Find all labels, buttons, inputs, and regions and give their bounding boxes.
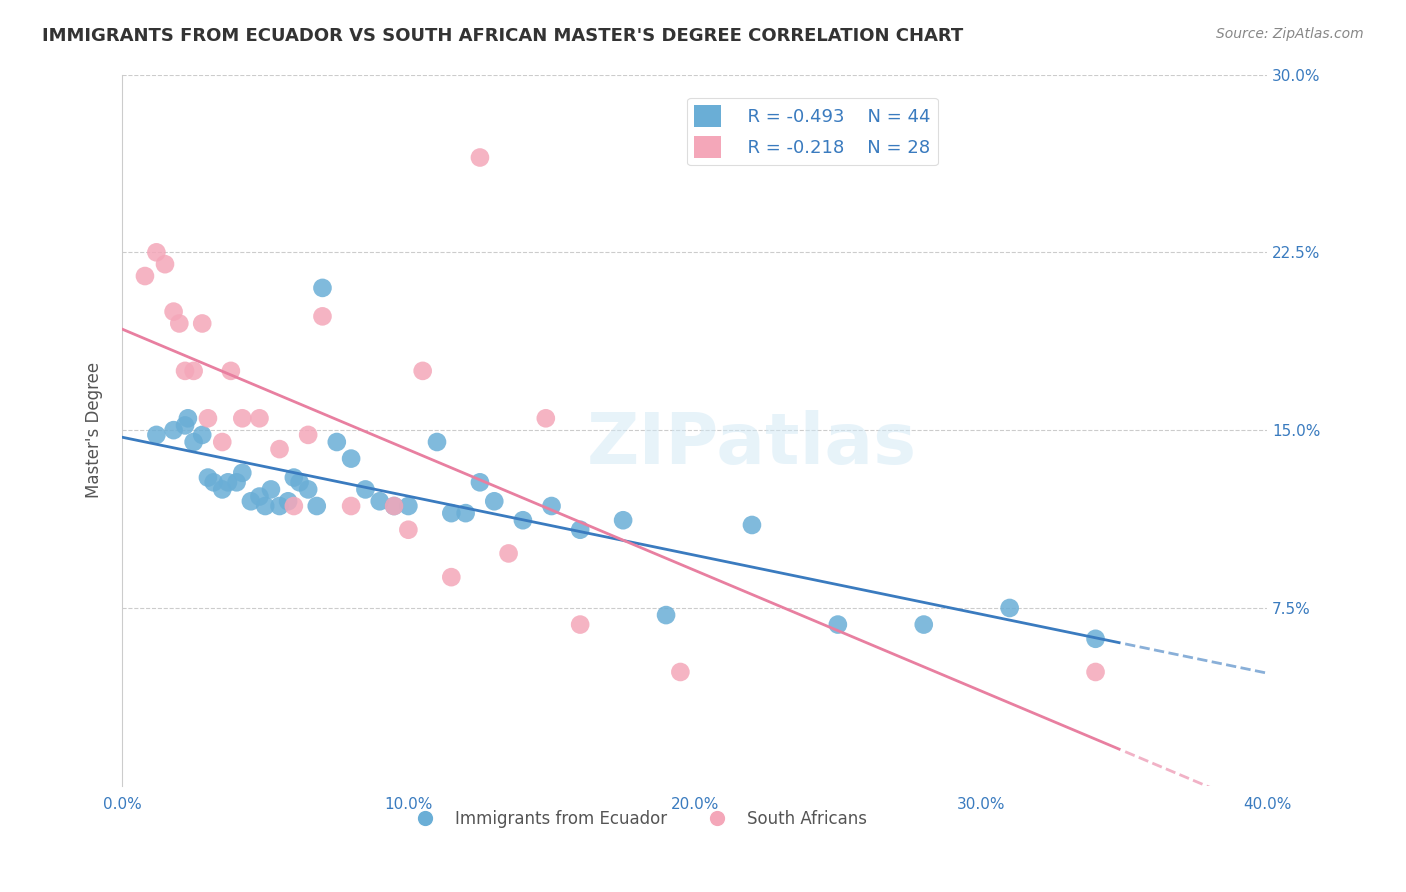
Point: [277, 494, 299, 508]
Point: [283, 499, 305, 513]
Point: [368, 494, 391, 508]
Point: [269, 499, 291, 513]
Point: [998, 601, 1021, 615]
Point: [217, 475, 239, 490]
Legend: Immigrants from Ecuador, South Africans: Immigrants from Ecuador, South Africans: [401, 803, 873, 834]
Point: [912, 617, 935, 632]
Point: [1084, 665, 1107, 679]
Point: [283, 470, 305, 484]
Point: [191, 428, 214, 442]
Point: [340, 451, 363, 466]
Point: [202, 475, 225, 490]
Point: [249, 490, 271, 504]
Point: [225, 475, 247, 490]
Point: [231, 466, 253, 480]
Point: [540, 499, 562, 513]
Text: ZIPatlas: ZIPatlas: [586, 410, 917, 479]
Y-axis label: Master's Degree: Master's Degree: [86, 362, 103, 499]
Point: [569, 523, 592, 537]
Point: [254, 499, 277, 513]
Text: Source: ZipAtlas.com: Source: ZipAtlas.com: [1216, 27, 1364, 41]
Point: [382, 499, 405, 513]
Point: [827, 617, 849, 632]
Point: [211, 483, 233, 497]
Point: [239, 494, 262, 508]
Point: [440, 506, 463, 520]
Point: [249, 411, 271, 425]
Point: [741, 518, 763, 533]
Point: [174, 418, 197, 433]
Point: [231, 411, 253, 425]
Point: [177, 411, 200, 425]
Point: [468, 151, 491, 165]
Point: [454, 506, 477, 520]
Text: IMMIGRANTS FROM ECUADOR VS SOUTH AFRICAN MASTER'S DEGREE CORRELATION CHART: IMMIGRANTS FROM ECUADOR VS SOUTH AFRICAN…: [42, 27, 963, 45]
Point: [396, 523, 419, 537]
Point: [412, 364, 434, 378]
Point: [197, 470, 219, 484]
Point: [305, 499, 328, 513]
Point: [153, 257, 176, 271]
Point: [612, 513, 634, 527]
Point: [534, 411, 557, 425]
Point: [326, 435, 349, 450]
Point: [382, 499, 405, 513]
Point: [311, 281, 333, 295]
Point: [468, 475, 491, 490]
Point: [162, 304, 184, 318]
Point: [174, 364, 197, 378]
Point: [269, 442, 291, 456]
Point: [426, 435, 449, 450]
Point: [211, 435, 233, 450]
Point: [311, 310, 333, 324]
Point: [569, 617, 592, 632]
Point: [191, 317, 214, 331]
Point: [498, 546, 520, 560]
Point: [512, 513, 534, 527]
Point: [134, 268, 156, 283]
Point: [297, 483, 319, 497]
Point: [169, 317, 191, 331]
Point: [183, 364, 205, 378]
Point: [145, 428, 167, 442]
Point: [260, 483, 283, 497]
Point: [183, 435, 205, 450]
Point: [340, 499, 363, 513]
Point: [655, 608, 678, 623]
Point: [354, 483, 377, 497]
Point: [288, 475, 311, 490]
Point: [484, 494, 506, 508]
Point: [1084, 632, 1107, 646]
Point: [197, 411, 219, 425]
Point: [162, 423, 184, 437]
Point: [297, 428, 319, 442]
Point: [669, 665, 692, 679]
Point: [219, 364, 242, 378]
Point: [396, 499, 419, 513]
Point: [440, 570, 463, 584]
Point: [145, 245, 167, 260]
